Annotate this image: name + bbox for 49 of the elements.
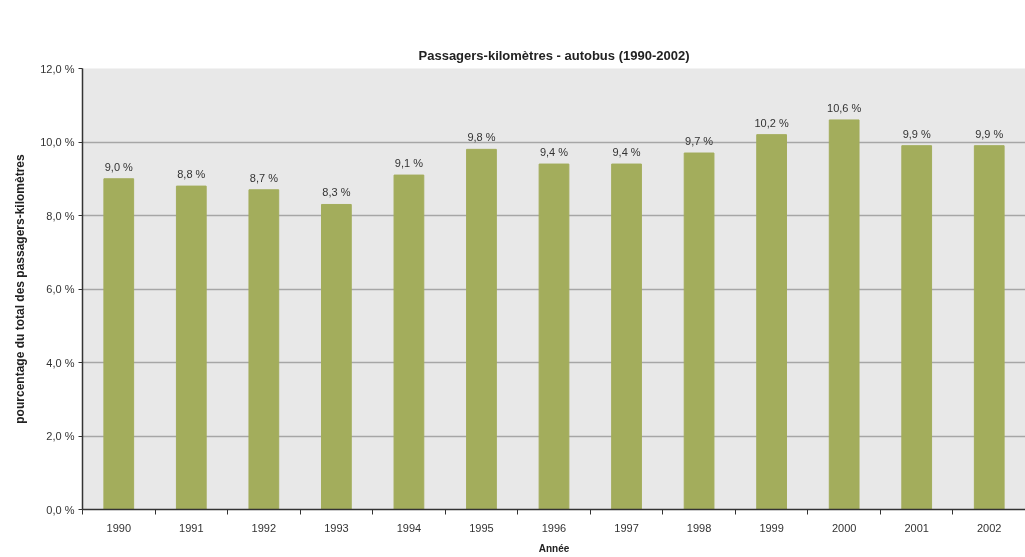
bar — [466, 148, 497, 510]
bar — [611, 163, 642, 510]
x-tick-label: 1991 — [179, 521, 204, 534]
x-tick-label: 2002 — [977, 521, 1002, 534]
chart-title: Passagers-kilomètres - autobus (1990-2002) — [418, 47, 690, 63]
x-tick-label: 2001 — [904, 521, 929, 534]
bar — [175, 185, 207, 510]
x-tick-label: 1998 — [686, 521, 712, 534]
y-tick-label: 10,0 % — [40, 136, 75, 148]
x-tick-label: 1993 — [324, 521, 349, 534]
data-label: 9,1 % — [394, 157, 424, 170]
bar — [538, 163, 570, 510]
x-tick-label: 1996 — [541, 521, 567, 534]
y-tick-label: 6,0 % — [46, 283, 75, 295]
data-label: 9,0 % — [104, 160, 134, 173]
bar — [973, 145, 1005, 510]
data-label: 9,7 % — [685, 135, 714, 148]
y-tick-label: 0,0 % — [46, 503, 75, 516]
data-label: 8,8 % — [177, 168, 206, 181]
y-tick-label: 4,0 % — [46, 356, 75, 369]
bar — [393, 174, 425, 510]
x-tick-label: 1995 — [469, 521, 494, 534]
y-axis-title: pourcentage du total des passagers-kilomètres — [13, 153, 28, 424]
bar — [321, 203, 352, 510]
data-label: 9,8 % — [467, 131, 496, 144]
x-tick-label: 1990 — [106, 521, 132, 534]
bar — [683, 152, 715, 510]
x-tick-label: 1997 — [614, 521, 639, 534]
bar — [756, 134, 787, 510]
x-axis-title: Année — [538, 542, 570, 554]
x-tick-label: 1992 — [251, 521, 277, 534]
x-tick-label: 1999 — [759, 521, 784, 534]
x-tick-label: 1994 — [396, 521, 422, 534]
data-label: 8,7 % — [249, 171, 279, 184]
bar — [103, 178, 135, 510]
data-label: 10,2 % — [754, 116, 789, 129]
y-tick-label: 12,0 % — [40, 62, 75, 75]
data-label: 9,9 % — [975, 127, 1004, 140]
data-label: 8,3 % — [322, 186, 351, 199]
data-label: 9,4 % — [539, 146, 569, 159]
y-tick-label: 2,0 % — [46, 430, 75, 442]
x-tick-label: 2000 — [831, 521, 857, 534]
bar — [901, 145, 933, 510]
data-label: 9,9 % — [902, 127, 931, 140]
data-label: 10,6 % — [827, 101, 862, 114]
bar — [248, 189, 280, 510]
y-tick-label: 8,0 % — [46, 209, 75, 222]
bar — [828, 119, 860, 510]
data-label: 9,4 % — [612, 146, 641, 159]
